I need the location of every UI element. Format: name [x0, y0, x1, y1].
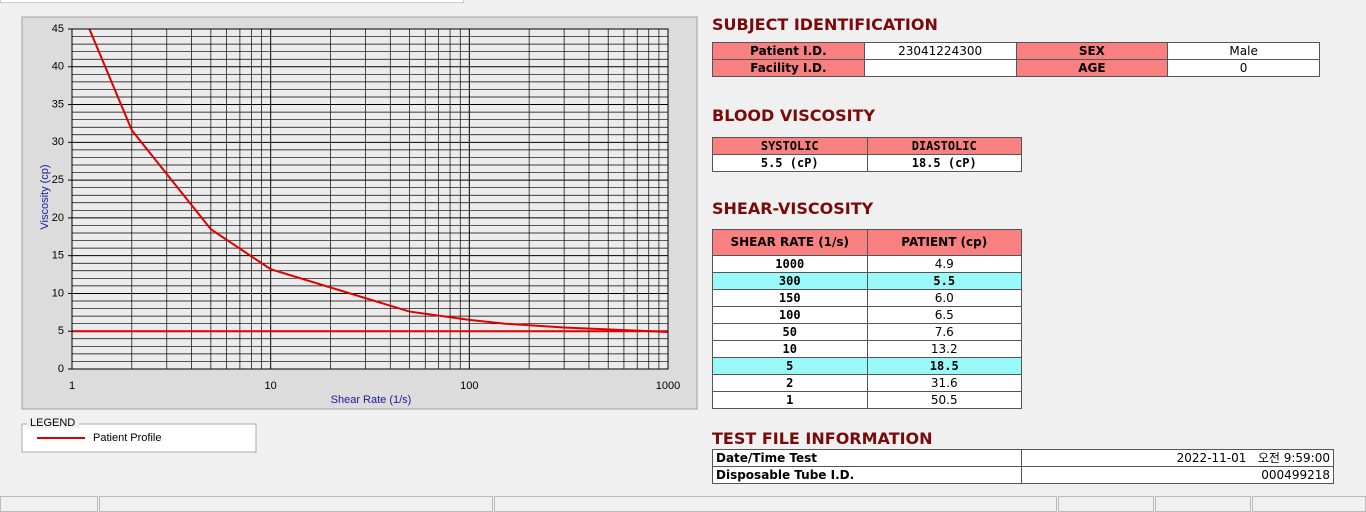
status-pane	[1252, 496, 1366, 512]
y-tick-label: 45	[52, 23, 64, 35]
status-pane	[1155, 496, 1251, 512]
table-cell: 6.0	[866, 289, 1022, 307]
x-axis-title: Shear Rate (1/s)	[331, 394, 412, 406]
table-cell: 10	[712, 340, 868, 358]
table-cell: 50.5	[866, 391, 1022, 409]
table-row: Facility I.D. AGE 0	[712, 59, 1320, 77]
field-label: AGE	[1015, 59, 1169, 77]
table-cell: 2	[712, 374, 868, 392]
section-title: SUBJECT IDENTIFICATION	[712, 15, 938, 34]
table-row: Date/Time Test 2022-11-01 오전 9:59:00	[712, 449, 1334, 467]
plot-frame	[71, 28, 669, 370]
table-cell: 50	[712, 323, 868, 341]
table-row: 100 6.5	[712, 306, 1022, 324]
field-value: 2022-11-01 오전 9:59:00	[1021, 449, 1334, 467]
table-cell: 18.5 (cP)	[866, 154, 1022, 172]
testfile-table: Date/Time Test 2022-11-01 오전 9:59:00 Dispo…	[712, 449, 1334, 484]
y-tick-label: 20	[52, 212, 64, 224]
subject-table: Patient I.D. 23041224300 SEX Male Facility I…	[712, 42, 1320, 77]
field-value: 0	[1167, 59, 1320, 77]
column-header: SHEAR RATE (1/s)	[712, 229, 868, 256]
table-row: 1 50.5	[712, 391, 1022, 409]
section-title: SHEAR-VISCOSITY	[712, 199, 874, 218]
column-header: SYSTOLIC	[712, 137, 868, 155]
status-pane	[0, 496, 98, 512]
series-line	[88, 29, 668, 333]
table-cell: 4.9	[866, 255, 1022, 273]
status-pane	[99, 496, 493, 512]
y-tick-label: 5	[58, 325, 64, 337]
status-pane	[1058, 496, 1154, 512]
table-row: 10 13.2	[712, 340, 1022, 358]
table-cell: 5	[712, 357, 868, 375]
y-tick-label: 10	[52, 287, 64, 299]
table-row: 5.5 (cP) 18.5 (cP)	[712, 154, 1022, 172]
header-row: SHEAR RATE (1/s) PATIENT (cp)	[712, 229, 1022, 256]
y-axis-title: Viscosity (cp)	[39, 164, 51, 229]
section-title: TEST FILE INFORMATION	[712, 429, 933, 448]
x-tick-label: 1	[69, 380, 75, 392]
y-tick-label: 35	[52, 98, 64, 110]
legend-label: Patient Profile	[93, 432, 161, 444]
field-label: Patient I.D.	[712, 42, 865, 60]
table-row: 2 31.6	[712, 374, 1022, 392]
y-tick-label: 40	[52, 61, 64, 73]
top-box	[0, 0, 464, 3]
table-cell: 5.5 (cP)	[712, 154, 868, 172]
field-label: Date/Time Test	[712, 449, 1022, 467]
table-cell: 7.6	[866, 323, 1022, 341]
table-cell: 13.2	[866, 340, 1022, 358]
legend-title-bg	[27, 418, 79, 428]
header-row: SYSTOLIC DIASTOLIC	[712, 137, 1022, 155]
table-cell: 18.5	[866, 357, 1022, 375]
y-tick-label: 0	[58, 363, 64, 375]
y-tick-label: 15	[52, 250, 64, 262]
table-cell: 100	[712, 306, 868, 324]
table-cell: 1	[712, 391, 868, 409]
field-label: SEX	[1015, 42, 1169, 60]
y-tick-label: 25	[52, 174, 64, 186]
section-title: BLOOD VISCOSITY	[712, 106, 876, 125]
x-tick-label: 100	[460, 380, 478, 392]
column-header: DIASTOLIC	[866, 137, 1022, 155]
blood-table: SYSTOLIC DIASTOLIC 5.5 (cP) 18.5 (cP)	[712, 137, 1022, 172]
table-row: 1000 4.9	[712, 255, 1022, 273]
field-label: Disposable Tube I.D.	[712, 466, 1022, 484]
table-cell: 5.5	[866, 272, 1022, 290]
table-cell: 1000	[712, 255, 868, 273]
table-cell: 150	[712, 289, 868, 307]
table-row: 150 6.0	[712, 289, 1022, 307]
table-row: 5 18.5	[712, 357, 1022, 375]
column-header: PATIENT (cp)	[866, 229, 1022, 256]
shear-table: SHEAR RATE (1/s) PATIENT (cp) 1000 4.9 300 5.…	[712, 229, 1022, 409]
field-value: Male	[1167, 42, 1320, 60]
table-cell: 31.6	[866, 374, 1022, 392]
field-value: 000499218	[1021, 466, 1334, 484]
chart: Shear Rate (1/s) Viscosity (cp) LEGEND 1…	[21, 16, 698, 453]
table-cell: 6.5	[866, 306, 1022, 324]
table-row: 300 5.5	[712, 272, 1022, 290]
field-label: Facility I.D.	[712, 59, 865, 77]
table-row: Patient I.D. 23041224300 SEX Male	[712, 42, 1320, 60]
table-cell: 300	[712, 272, 868, 290]
x-tick-label: 10	[265, 380, 277, 392]
x-tick-label: 1000	[656, 380, 680, 392]
plot-area	[72, 29, 668, 369]
field-value: 23041224300	[863, 42, 1017, 60]
status-pane	[494, 496, 1057, 512]
table-row: 50 7.6	[712, 323, 1022, 341]
table-row: Disposable Tube I.D. 000499218	[712, 466, 1334, 484]
field-value	[863, 59, 1017, 77]
legend-title: LEGEND	[30, 417, 75, 429]
y-tick-label: 30	[52, 136, 64, 148]
